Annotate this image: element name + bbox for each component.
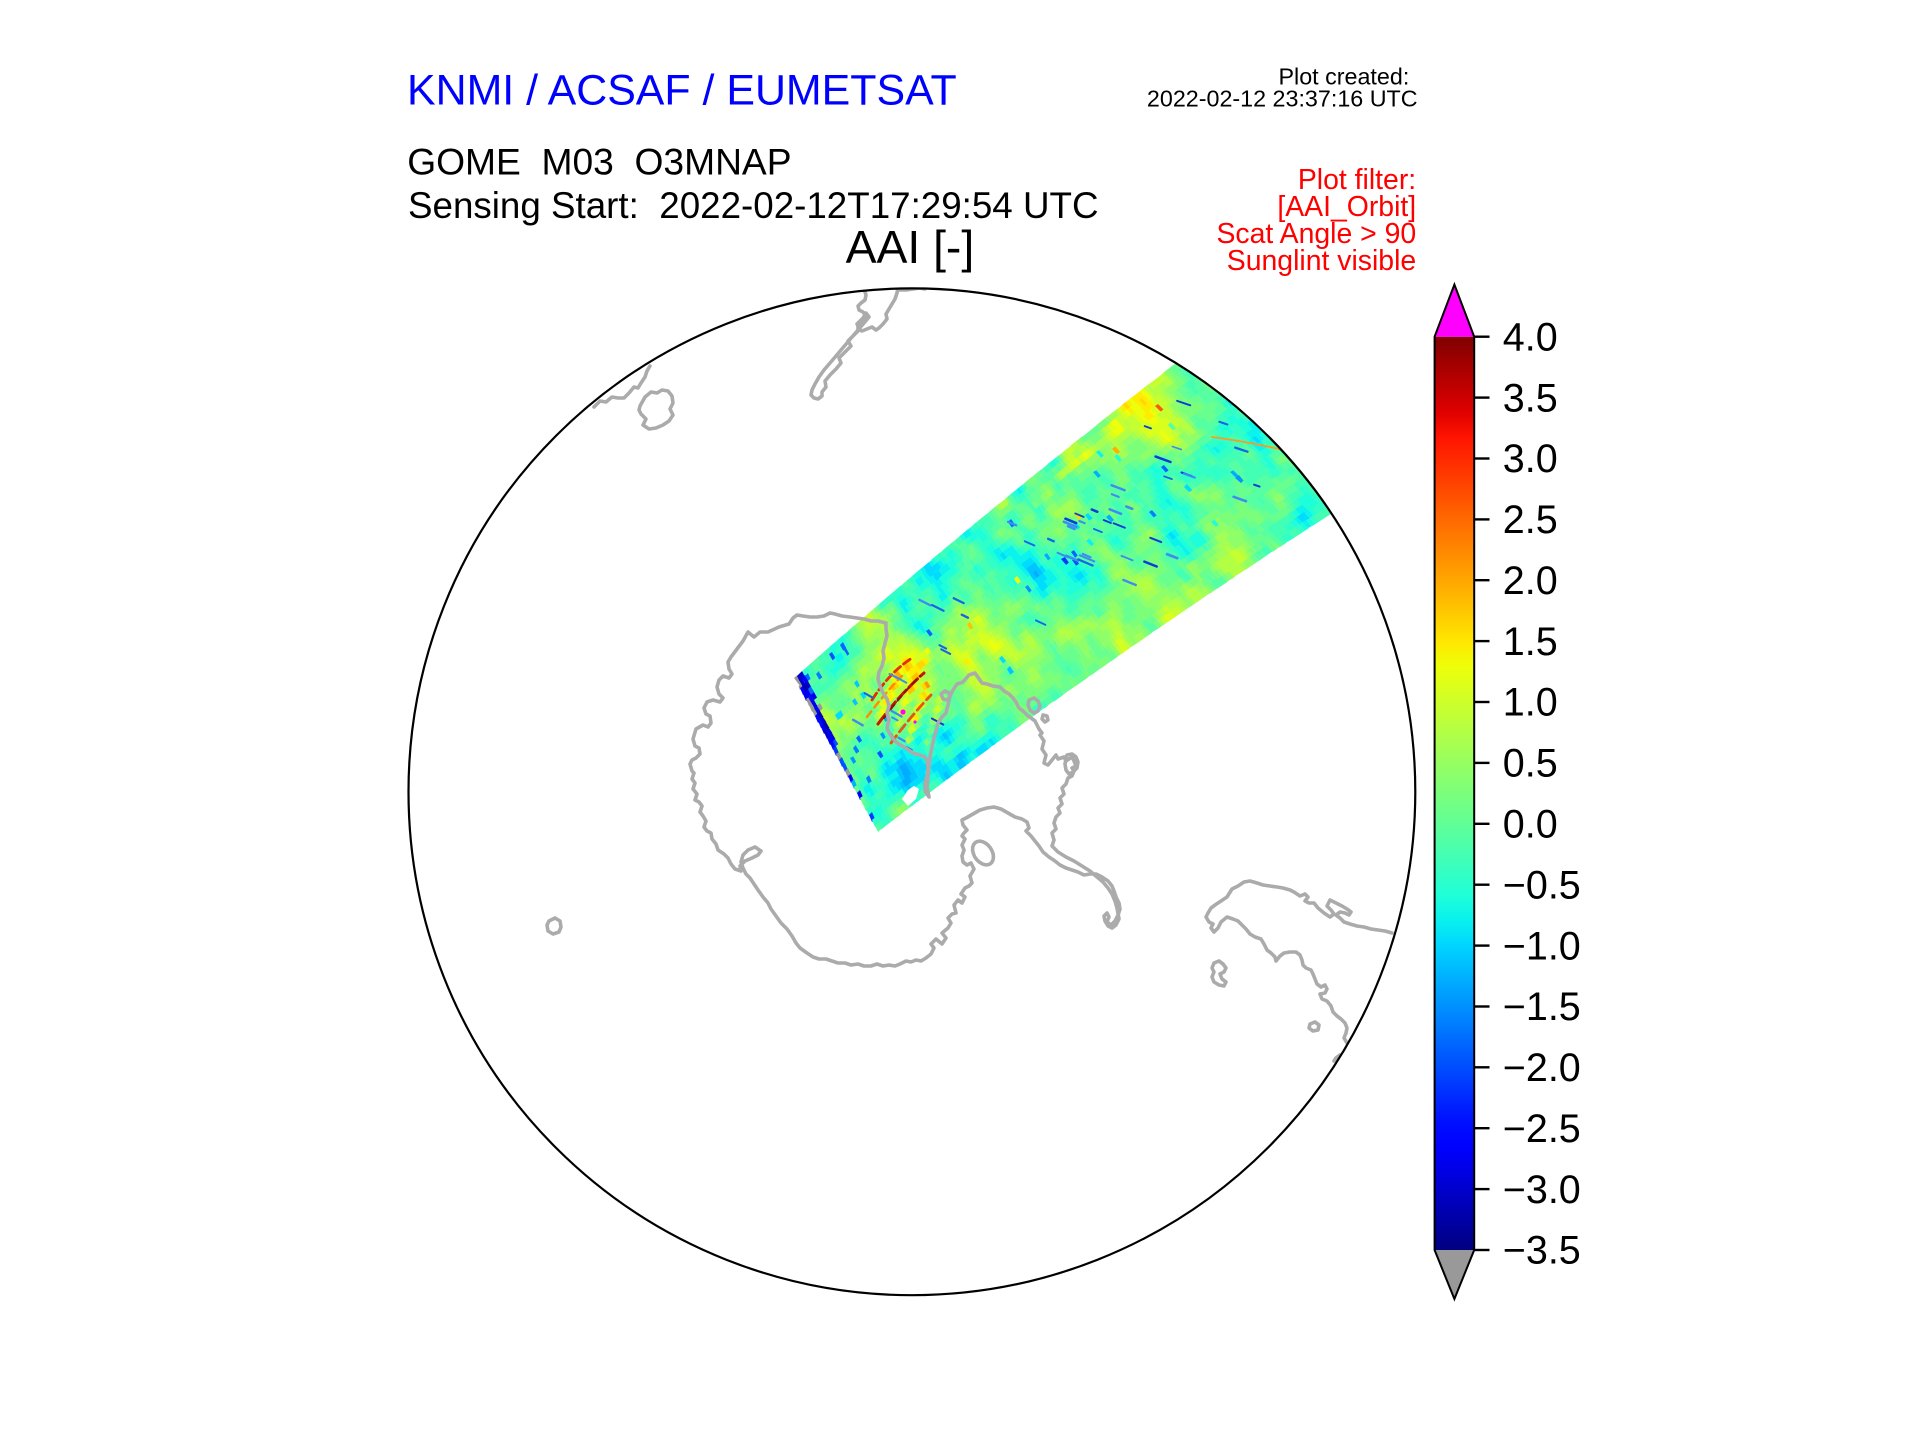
svg-text:Sunglint visible: Sunglint visible: [1227, 245, 1416, 277]
svg-text:KNMI / ACSAF / EUMETSAT: KNMI / ACSAF / EUMETSAT: [407, 67, 957, 115]
svg-text:−2.0: −2.0: [1503, 1046, 1581, 1090]
svg-text:1.0: 1.0: [1503, 681, 1558, 725]
svg-text:−1.5: −1.5: [1503, 985, 1581, 1029]
svg-text:2.5: 2.5: [1503, 498, 1558, 542]
svg-text:−0.5: −0.5: [1503, 863, 1581, 907]
svg-text:2.0: 2.0: [1503, 559, 1558, 603]
svg-text:3.0: 3.0: [1503, 437, 1558, 481]
svg-text:Sensing Start: 2022-02-12T17:: Sensing Start: 2022-02-12T17:29:54 UTC: [408, 185, 1098, 226]
svg-text:GOME M03 O3MNAP: GOME M03 O3MNAP: [407, 140, 791, 182]
svg-text:−1.0: −1.0: [1503, 924, 1581, 968]
svg-text:−3.5: −3.5: [1503, 1229, 1581, 1273]
svg-text:Scat Angle > 90: Scat Angle > 90: [1217, 218, 1417, 250]
svg-text:AAI [-]: AAI [-]: [846, 221, 975, 273]
svg-text:Plot created:: Plot created:: [1279, 64, 1410, 90]
svg-text:3.5: 3.5: [1503, 376, 1558, 420]
svg-text:−2.5: −2.5: [1503, 1107, 1581, 1151]
svg-text:2022-02-12 23:37:16 UTC: 2022-02-12 23:37:16 UTC: [1147, 85, 1418, 111]
svg-text:4.0: 4.0: [1503, 315, 1558, 359]
svg-text:[AAI_Orbit]: [AAI_Orbit]: [1277, 191, 1416, 223]
svg-text:0.5: 0.5: [1503, 742, 1558, 786]
svg-text:0.0: 0.0: [1503, 803, 1558, 847]
svg-text:Plot filter:: Plot filter:: [1298, 164, 1416, 196]
svg-text:−3.0: −3.0: [1503, 1168, 1581, 1212]
svg-text:1.5: 1.5: [1503, 620, 1558, 664]
